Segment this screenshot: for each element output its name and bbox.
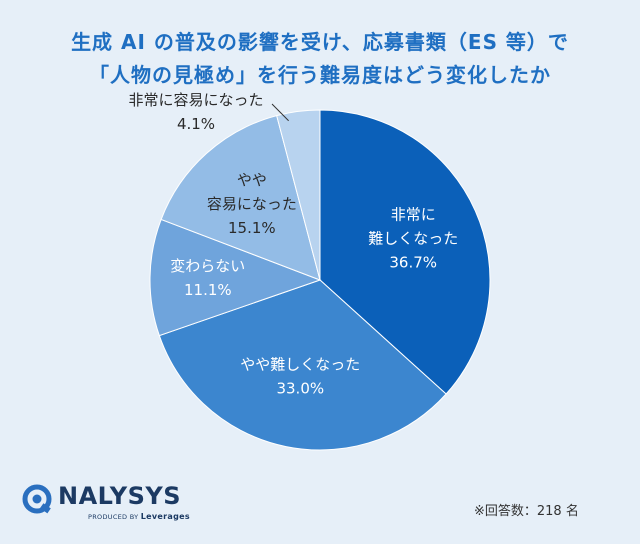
slice-value-label-3: 15.1%: [228, 219, 276, 237]
slice-label-2: 変わらない: [170, 257, 245, 275]
chart-title-line-2: 「人物の見極め」を行う難易度はどう変化したか: [89, 63, 551, 87]
pie-slice-3: [160, 114, 321, 281]
pie-slice-0: [319, 109, 491, 395]
response-count-note: ※回答数：218 名: [474, 504, 579, 519]
pie-slice-2: [149, 218, 322, 337]
slice-label-0: 非常に: [391, 206, 436, 224]
slice-label-3: 容易になった: [207, 195, 297, 213]
nalysys-logo: NALYSYS PRODUCED BY Leverages: [22, 482, 190, 522]
slice-label-0: 難しくなった: [368, 230, 458, 248]
chart-title-line-1: 生成 AI の普及の影響を受け、応募書類（ES 等）で: [71, 30, 569, 54]
slice-value-label-4: 4.1%: [177, 115, 215, 133]
logo-tagline: PRODUCED BY Leverages: [88, 512, 190, 521]
logo-mark-icon: [22, 484, 52, 514]
leader-line: [271, 103, 289, 122]
logo-wordmark: NALYSYS: [58, 482, 182, 510]
slice-label-3: やや: [237, 171, 267, 189]
chart-title: 生成 AI の普及の影響を受け、応募書類（ES 等）で 「人物の見極め」を行う難…: [0, 26, 640, 92]
slice-label-1: やや難しくなった: [240, 356, 360, 374]
slice-value-label-0: 36.7%: [389, 254, 437, 272]
slice-value-label-1: 33.0%: [276, 380, 324, 398]
pie-slice-4: [276, 109, 321, 281]
slice-value-label-2: 11.1%: [184, 281, 232, 299]
pie-slice-1: [158, 279, 447, 451]
slice-label-4: 非常に容易になった: [128, 91, 263, 109]
